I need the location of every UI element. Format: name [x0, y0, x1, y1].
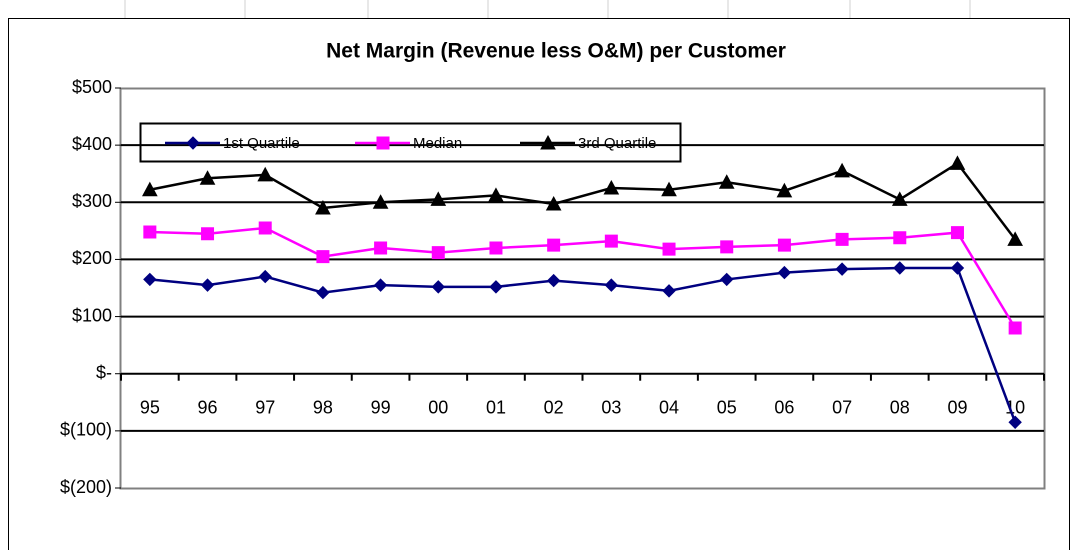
- x-tick-label: 95: [140, 397, 160, 417]
- series-line: [149, 226, 1017, 329]
- marker: [662, 242, 676, 256]
- legend-label: 3rd Quartile: [578, 135, 656, 152]
- y-tick-label: $200: [72, 248, 112, 268]
- y-tick-label: $300: [72, 191, 112, 211]
- y-tick-label: $500: [72, 77, 112, 97]
- x-tick-label: 00: [428, 397, 448, 417]
- marker: [546, 273, 561, 288]
- legend: [139, 122, 682, 163]
- marker: [720, 272, 734, 287]
- x-tick-label: 97: [255, 397, 275, 417]
- y-tick-label: $-: [96, 362, 112, 382]
- marker: [893, 231, 907, 245]
- sheet-grid: [124, 0, 971, 18]
- x-tick-label: 02: [544, 397, 564, 417]
- marker: [718, 174, 735, 189]
- marker: [372, 194, 389, 209]
- marker: [835, 232, 849, 246]
- x-tick-label: 03: [601, 397, 621, 417]
- marker: [547, 238, 561, 252]
- y-tick-label: $(200): [60, 477, 112, 497]
- x-tick-label: 10: [1005, 397, 1025, 417]
- marker: [143, 225, 157, 239]
- x-tick-label: 06: [774, 397, 794, 417]
- x-tick-label: 09: [947, 397, 967, 417]
- marker: [604, 234, 618, 248]
- legend-marker: [376, 136, 390, 150]
- marker: [142, 181, 158, 197]
- marker: [489, 241, 503, 255]
- marker: [1007, 231, 1023, 246]
- chart-title: Net Margin (Revenue less O&M) per Custom…: [326, 40, 786, 63]
- marker: [835, 262, 849, 276]
- marker: [431, 280, 445, 294]
- marker: [430, 191, 447, 206]
- marker: [258, 221, 272, 235]
- x-tick-label: 98: [313, 397, 333, 417]
- x-tick-label: 04: [659, 397, 679, 417]
- y-tick-label: $100: [72, 305, 112, 325]
- marker: [488, 187, 504, 202]
- series-line: [149, 266, 1017, 423]
- marker: [200, 278, 215, 292]
- legend-label: 1st Quartile: [223, 135, 300, 152]
- marker: [603, 179, 620, 195]
- x-tick-label: 07: [832, 397, 852, 417]
- marker: [431, 246, 445, 260]
- marker: [949, 155, 966, 170]
- marker: [777, 265, 792, 280]
- marker: [720, 240, 734, 254]
- marker: [258, 269, 272, 284]
- marker: [201, 227, 215, 241]
- marker: [545, 195, 562, 211]
- x-tick-label: 99: [371, 397, 391, 417]
- legend-marker: [540, 134, 556, 150]
- marker: [315, 199, 331, 215]
- marker: [834, 162, 850, 178]
- y-tick-label: $400: [72, 134, 112, 154]
- x-tick-label: 96: [198, 397, 218, 417]
- y-tick-label: $(100): [60, 420, 112, 440]
- marker: [604, 278, 619, 292]
- marker: [662, 284, 676, 298]
- marker: [1008, 415, 1022, 429]
- marker: [199, 170, 216, 185]
- legend-label: Median: [413, 135, 462, 152]
- marker: [776, 182, 793, 198]
- marker: [316, 285, 330, 300]
- marker: [891, 191, 908, 206]
- marker: [777, 238, 791, 252]
- marker: [374, 241, 388, 255]
- series-line: [149, 161, 1017, 241]
- legend-marker: [186, 136, 200, 150]
- marker: [316, 250, 330, 264]
- marker: [950, 226, 964, 240]
- marker: [143, 272, 157, 287]
- marker: [950, 261, 965, 275]
- x-tick-label: 05: [717, 397, 737, 417]
- marker: [1008, 321, 1022, 335]
- marker: [489, 280, 503, 294]
- marker: [373, 278, 388, 292]
- marker: [661, 181, 677, 197]
- x-tick-label: 08: [890, 397, 910, 417]
- x-tick-label: 01: [486, 397, 506, 417]
- marker: [257, 166, 274, 182]
- marker: [893, 261, 907, 275]
